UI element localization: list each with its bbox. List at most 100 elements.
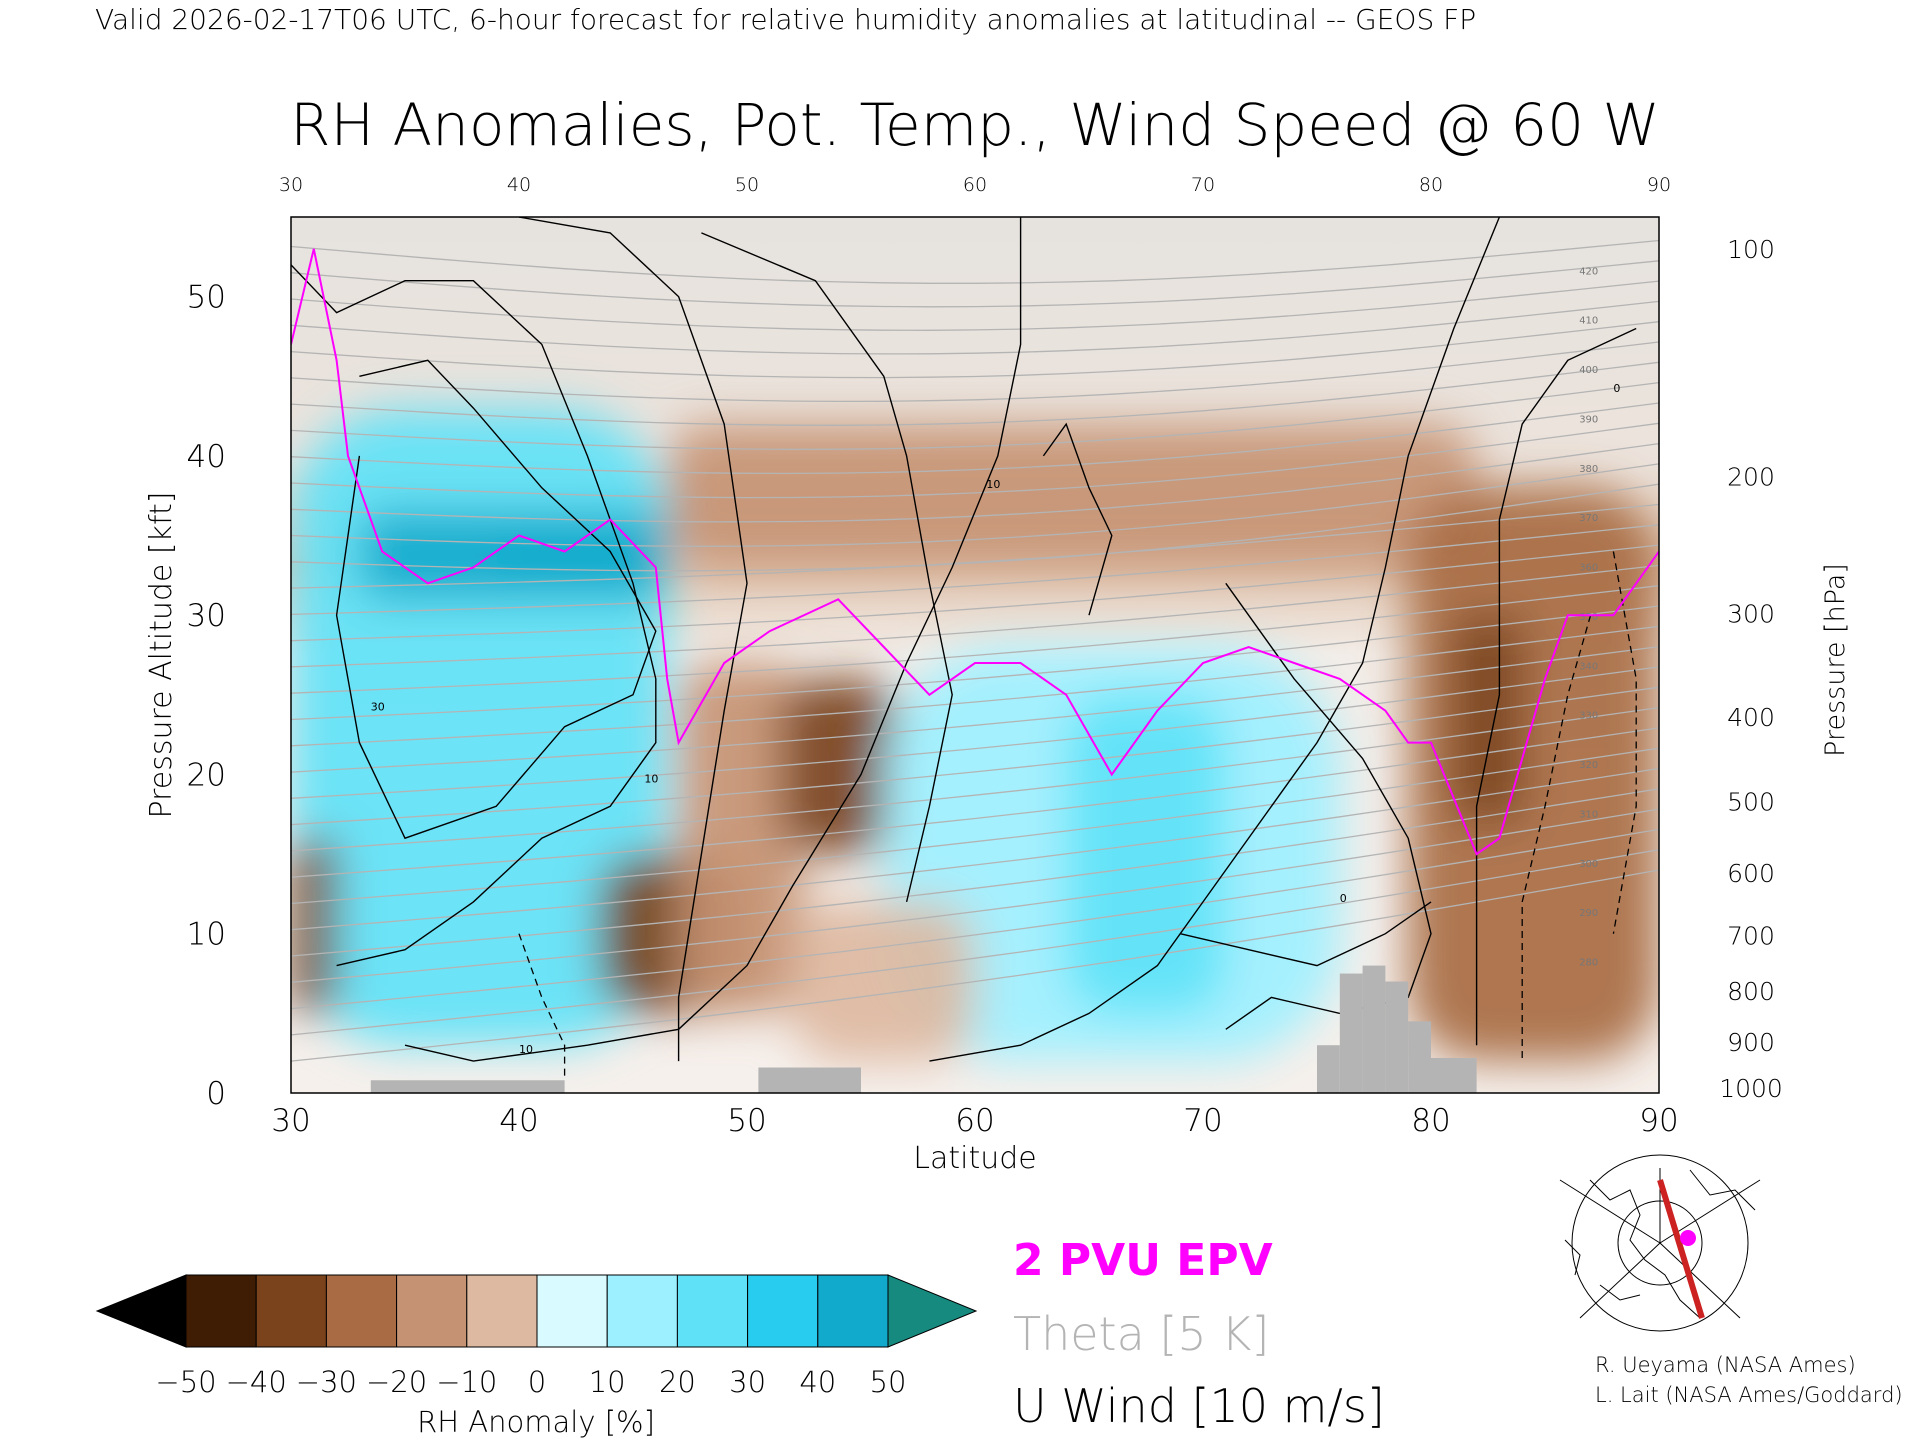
colorbar-tick-label: −20	[366, 1365, 427, 1399]
rh-anomaly-cell	[678, 662, 804, 1014]
colorbar-segment	[676, 1274, 749, 1348]
colorbar-segment	[817, 1274, 889, 1348]
theta-contour-line	[291, 828, 1659, 1010]
theta-contours: 2802903003103203303403503603703803904004…	[291, 239, 1659, 1062]
theta-contour-label: 420	[1579, 266, 1598, 277]
y-tick-label-right: 700	[1727, 921, 1775, 950]
y-tick-label-right: 200	[1727, 463, 1775, 492]
y-ticks-left: 0 10 20 30 40 50	[187, 280, 226, 1112]
theta-contour-line	[291, 361, 1659, 426]
theta-contour-label: 330	[1579, 711, 1598, 722]
theta-contour-line	[291, 422, 1659, 499]
colorbar-segment	[255, 1274, 327, 1348]
colorbar	[95, 1274, 978, 1348]
theta-contour-label: 280	[1579, 958, 1598, 969]
credit-line-2: L. Lait (NASA Ames/Goddard)	[1595, 1383, 1903, 1407]
inset-map	[1558, 1154, 1761, 1332]
theta-contour-line	[291, 402, 1659, 475]
u-wind-contour-line	[404, 217, 1022, 1062]
x-tick-label-top: 50	[735, 174, 759, 196]
theta-contour-line	[291, 564, 1659, 668]
colorbar-segment	[466, 1274, 538, 1348]
y-axis-label-left: Pressure Altitude [kft]	[144, 492, 179, 819]
theta-contour-line	[291, 625, 1659, 747]
rh-anomaly-cell	[1453, 615, 1523, 823]
topography-block	[1339, 973, 1363, 1093]
y-tick-label-right: 600	[1727, 859, 1775, 888]
colorbar-tick-label: 20	[659, 1365, 696, 1399]
y-tick-label-right: 500	[1727, 788, 1775, 817]
u-wind-negative-contour	[1612, 551, 1637, 934]
theta-contour-line	[291, 260, 1659, 308]
topography-block	[1317, 1045, 1340, 1093]
theta-contour-label: 400	[1579, 365, 1598, 376]
colorbar-tick-label: 40	[799, 1365, 836, 1399]
colorbar-tick-label: −10	[436, 1365, 497, 1399]
theta-contour-label: 320	[1579, 760, 1598, 771]
x-tick-label-top: 90	[1647, 174, 1671, 196]
u-wind-contour-line	[335, 359, 657, 840]
theta-contour-line	[291, 300, 1659, 355]
colorbar-under-arrow	[95, 1274, 187, 1348]
u-wind-contour-label: 10	[986, 478, 1000, 491]
theta-contour-line	[291, 788, 1659, 957]
theta-contour-line	[291, 239, 1659, 284]
pv-contour-2pvu	[291, 248, 1659, 856]
theta-contour-line	[291, 808, 1659, 983]
colorbar-tick-label: 30	[729, 1365, 766, 1399]
u-wind-contour-line	[1475, 327, 1637, 1046]
rh-anomaly-cell	[291, 838, 337, 1014]
y-tick-label-left: 20	[187, 757, 226, 793]
theta-contour-line	[291, 381, 1659, 450]
colorbar-tick-labels: −50 −40 −30 −20 −10 0 10 20 30 40 50	[155, 1365, 906, 1399]
y-tick-label-left: 40	[187, 439, 226, 475]
u-wind-contour-label: 0	[1340, 892, 1347, 905]
theta-contour-label: 290	[1579, 908, 1598, 919]
theta-contour-label: 360	[1579, 563, 1598, 574]
colorbar-tick-label: 10	[589, 1365, 626, 1399]
theta-contour-label: 390	[1579, 414, 1598, 425]
u-wind-contour-line	[291, 264, 657, 967]
u-wind-contour-label: 0	[1613, 382, 1620, 395]
y-ticks-right: 100 200 300 400 500 600 700 800 900 1000	[1719, 235, 1783, 1103]
topography	[370, 965, 1477, 1093]
u-wind-contour-label: 10	[519, 1043, 533, 1056]
u-wind-contours: 10 10 30 0 10 0	[291, 217, 1637, 1078]
u-wind-contour-line	[1225, 582, 1432, 1030]
rh-anomaly-cell	[667, 424, 1477, 568]
theta-contour-line	[291, 767, 1659, 931]
theta-contour-label: 380	[1579, 464, 1598, 475]
y-tick-label-right: 100	[1727, 235, 1775, 264]
inset-cross-section-line	[1657, 1179, 1705, 1319]
y-tick-label-left: 50	[187, 280, 226, 316]
theta-contour-label: 340	[1579, 661, 1598, 672]
theta-contour-line	[291, 585, 1659, 694]
y-tick-label-right: 300	[1727, 600, 1775, 629]
theta-contour-label: 350	[1579, 612, 1598, 623]
valid-line: Valid 2026-02-17T06 UTC, 6-hour forecast…	[95, 3, 1476, 36]
x-tick-label-bottom: 30	[271, 1103, 310, 1139]
theta-contour-line	[291, 645, 1659, 773]
u-wind-contour-label: 30	[371, 701, 385, 714]
x-tick-label-bottom: 40	[499, 1103, 538, 1139]
topography-block	[1408, 1021, 1431, 1093]
theta-contour-line	[291, 544, 1659, 642]
colorbar-over-arrow	[887, 1274, 978, 1348]
y-tick-label-right: 900	[1727, 1028, 1775, 1057]
rh-anomaly-cell	[496, 535, 633, 584]
theta-contour-line	[291, 747, 1659, 905]
legend-wind-label: U Wind [10 m/s]	[1013, 1379, 1385, 1433]
theta-contour-line	[291, 869, 1659, 1062]
x-tick-label-bottom: 70	[1183, 1103, 1222, 1139]
rh-anomaly-cell	[1066, 694, 1226, 1014]
legend-pv-label: 2 PVU EPV	[1013, 1235, 1273, 1286]
theta-contour-line	[291, 849, 1659, 1036]
theta-contour-line	[291, 280, 1659, 331]
rh-anomaly-field	[291, 408, 1659, 1062]
colorbar-tick-label: 0	[528, 1365, 546, 1399]
u-wind-contour-label: 10	[644, 772, 658, 785]
x-tick-label-top: 60	[963, 174, 987, 196]
theta-contour-line	[291, 483, 1659, 572]
x-tick-label-top: 80	[1419, 174, 1443, 196]
